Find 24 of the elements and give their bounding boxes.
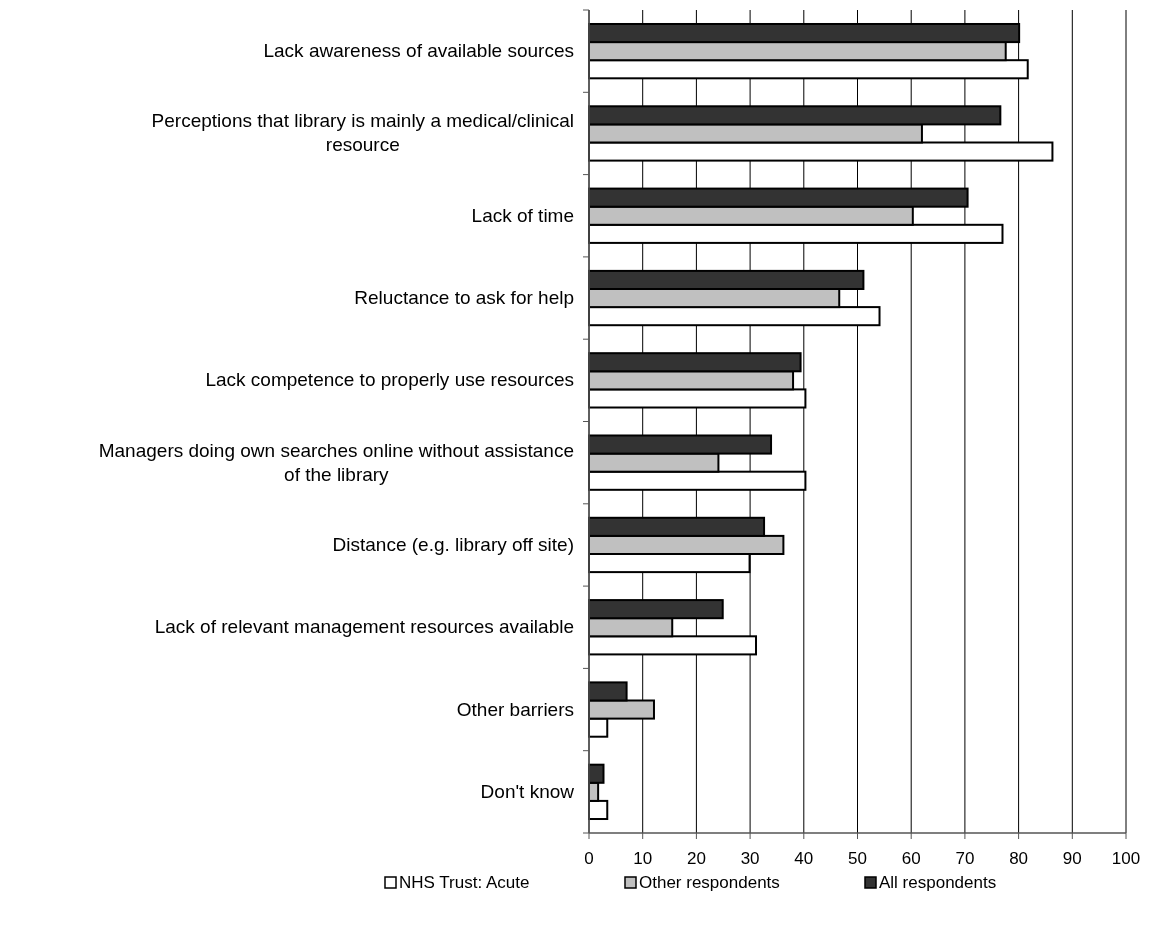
y-tick-label: Lack awareness of available sources <box>263 40 574 62</box>
x-tick-label: 80 <box>1009 849 1029 868</box>
y-tick-label: Reluctance to ask for help <box>354 287 574 309</box>
y-tick-label: Other barriers <box>456 698 574 720</box>
y-tick-label: Lack of time <box>471 204 574 226</box>
x-tick-label: 0 <box>584 849 594 868</box>
y-tick-label: Perceptions that library is mainly a medical/clinical resource <box>151 110 574 156</box>
x-tick-label: 70 <box>955 849 975 868</box>
y-tick-label: Distance (e.g. library off site) <box>332 533 574 555</box>
x-tick-label: 20 <box>686 849 706 868</box>
x-tick-label: 10 <box>633 849 653 868</box>
legend-label: Other respondents <box>639 873 780 892</box>
x-tick-label: 90 <box>1062 849 1082 868</box>
y-tick-label: Managers doing own searches online without assistance of the library <box>98 439 574 485</box>
x-tick-label: 30 <box>740 849 760 868</box>
y-tick-label: Lack of relevant management resources available <box>154 616 574 638</box>
y-tick-label: Lack competence to properly use resources <box>205 369 574 391</box>
x-tick-label: 60 <box>901 849 921 868</box>
x-tick-label: 100 <box>1111 849 1141 868</box>
y-tick-label: Don't know <box>480 780 575 802</box>
legend-label: All respondents <box>879 873 997 892</box>
legend-label: NHS Trust: Acute <box>399 873 530 892</box>
x-tick-label: 50 <box>848 849 867 868</box>
x-tick-label: 40 <box>794 849 814 868</box>
